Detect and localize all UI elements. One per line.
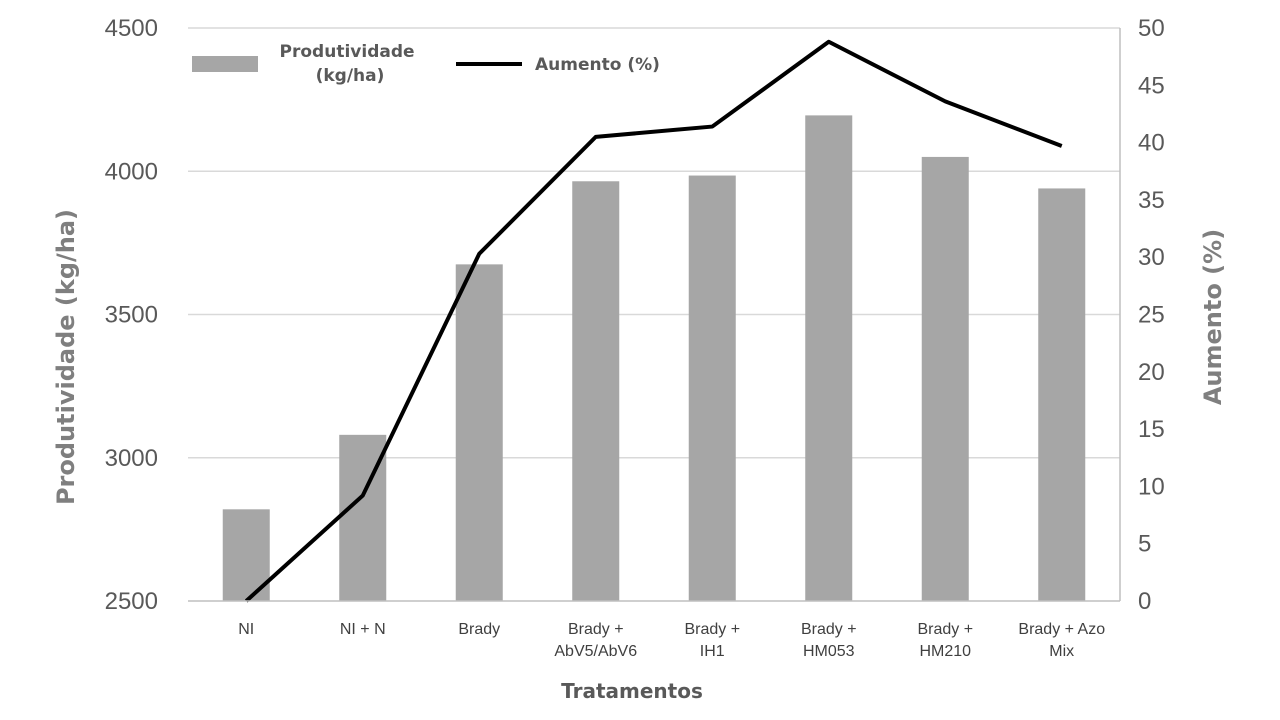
x-tick-3-line-1: AbV5/AbV6 — [554, 643, 637, 660]
legend-label-bars-line1: Produtividade — [280, 42, 415, 62]
x-tick-2: Brady — [458, 621, 500, 638]
axes — [188, 28, 1121, 602]
y-tick-4000: 4000 — [105, 158, 158, 185]
left-axis-ticks: 2500 3000 3500 4000 4500 — [105, 15, 158, 615]
y2-tick-50: 50 — [1138, 15, 1165, 42]
bar-5 — [805, 115, 853, 601]
legend-swatch-bars — [192, 56, 258, 72]
legend-label-bars-line2: (kg/ha) — [316, 66, 385, 86]
y2-tick-10: 10 — [1138, 473, 1165, 500]
x-tick-5-line-0: Brady + — [801, 621, 857, 638]
x-tick-6: Brady + HM210 — [917, 621, 973, 660]
y2-tick-30: 30 — [1138, 244, 1165, 271]
x-tick-4-line-0: Brady + — [684, 621, 740, 638]
line-series — [244, 39, 1063, 603]
x-tick-7-line-1: Mix — [1049, 643, 1074, 660]
x-tick-2-line-0: Brady — [458, 621, 500, 638]
x-tick-7: Brady + Azo Mix — [1018, 621, 1105, 660]
line-aumento — [244, 39, 1063, 603]
gridlines — [188, 27, 1120, 459]
y2-tick-45: 45 — [1138, 72, 1165, 99]
y-axis-title: Produtividade (kg/ha) — [52, 209, 80, 505]
x-tick-6-line-0: Brady + — [917, 621, 973, 638]
y2-axis-title: Aumento (%) — [1199, 229, 1227, 405]
x-tick-1-line-0: NI + N — [340, 621, 386, 638]
y-tick-3000: 3000 — [105, 445, 158, 472]
y2-tick-5: 5 — [1138, 531, 1151, 558]
y-tick-4500: 4500 — [105, 15, 158, 42]
x-tick-3-line-0: Brady + — [568, 621, 624, 638]
bar-series — [222, 115, 1086, 602]
x-axis-title: Tratamentos — [561, 679, 703, 703]
x-tick-4: Brady + IH1 — [684, 621, 740, 660]
legend-label-bars: Produtividade (kg/ha) — [280, 42, 421, 86]
right-axis-ticks: 0 5 10 15 20 25 30 35 40 45 50 — [1138, 15, 1165, 615]
bar-4 — [688, 175, 736, 602]
x-tick-0: NI — [238, 621, 254, 638]
x-tick-5: Brady + HM053 — [801, 621, 857, 660]
y2-tick-15: 15 — [1138, 416, 1165, 443]
x-tick-7-line-0: Brady + Azo — [1018, 621, 1105, 638]
y-tick-3500: 3500 — [105, 302, 158, 329]
bar-3 — [572, 181, 620, 601]
x-tick-6-line-1: HM210 — [919, 643, 971, 660]
y-tick-2500: 2500 — [105, 588, 158, 615]
x-tick-0-line-0: NI — [238, 621, 254, 638]
y2-tick-20: 20 — [1138, 359, 1165, 386]
x-tick-4-line-1: IH1 — [700, 643, 725, 660]
y2-tick-25: 25 — [1138, 302, 1165, 329]
legend: Produtividade (kg/ha) Aumento (%) — [192, 42, 660, 86]
bar-2 — [455, 264, 503, 601]
y2-tick-0: 0 — [1138, 588, 1151, 615]
y2-tick-35: 35 — [1138, 187, 1165, 214]
x-tick-3: Brady + AbV5/AbV6 — [554, 621, 637, 660]
x-tick-5-line-1: HM053 — [803, 643, 855, 660]
x-tick-1: NI + N — [340, 621, 386, 638]
bar-7 — [1038, 188, 1086, 601]
y2-tick-40: 40 — [1138, 130, 1165, 157]
legend-label-line: Aumento (%) — [535, 55, 660, 75]
bar-6 — [921, 156, 969, 602]
